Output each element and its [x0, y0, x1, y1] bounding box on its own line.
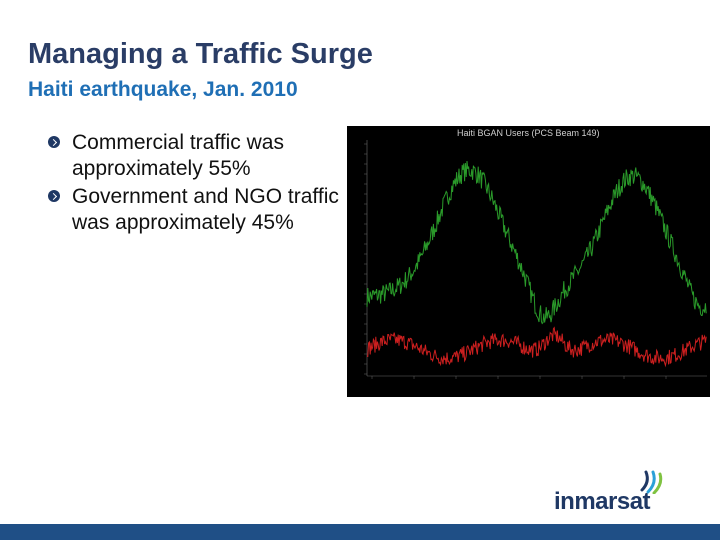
chart-title: Haiti BGAN Users (PCS Beam 149)	[457, 128, 600, 138]
inmarsat-waves-icon	[640, 470, 663, 494]
slide-subtitle: Haiti earthquake, Jan. 2010	[28, 78, 298, 101]
chart-svg: Haiti BGAN Users (PCS Beam 149)	[364, 128, 707, 379]
x-axis-ticks	[371, 376, 667, 379]
chevron-right-icon	[48, 190, 60, 202]
y-axis-ticks	[364, 143, 367, 375]
bullet-item: Commercial traffic was approximately 55%	[48, 130, 348, 182]
slide-title: Managing a Traffic Surge	[28, 38, 373, 70]
bullet-list: Commercial traffic was approximately 55%…	[48, 130, 348, 238]
chart-series-lower	[366, 326, 707, 368]
bullet-text: Commercial traffic was approximately 55%	[72, 131, 284, 180]
bullet-item: Government and NGO traffic was approxima…	[48, 184, 348, 236]
footer-bar	[0, 524, 720, 540]
chevron-right-icon	[48, 136, 60, 148]
bullet-text: Government and NGO traffic was approxima…	[72, 185, 339, 234]
chart-series-upper	[366, 160, 707, 325]
bgan-users-chart: Haiti BGAN Users (PCS Beam 149)	[347, 126, 710, 397]
logo-text: inmarsat	[554, 488, 651, 515]
